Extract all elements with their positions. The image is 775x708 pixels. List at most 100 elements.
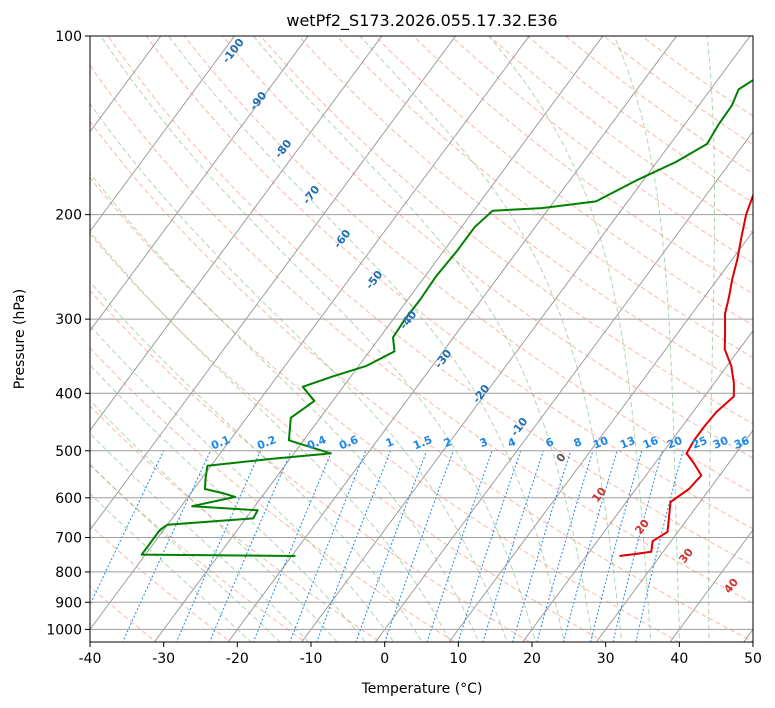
isotherm-line	[448, 230, 753, 642]
x-tick-label: 50	[744, 651, 762, 667]
dry-adiabat-line	[90, 347, 456, 642]
y-tick-label: 600	[55, 491, 82, 507]
y-tick-label: 700	[55, 531, 82, 547]
isotherm-line	[374, 130, 753, 642]
moist-adiabat-line	[706, 36, 715, 642]
dry-adiabat-line	[90, 464, 307, 642]
isotherm-line	[301, 36, 751, 642]
moist-adiabat-line	[90, 463, 281, 642]
mixing-ratio-label: 1.5	[411, 433, 434, 452]
y-tick-label: 800	[55, 565, 82, 581]
moist-adiabat-line	[90, 324, 395, 642]
dry-adiabat-line	[336, 36, 753, 359]
mixing-ratio-label: 16	[641, 434, 660, 452]
mixing-ratio-label: 25	[690, 434, 709, 452]
isotherm-label: -60	[331, 227, 354, 251]
moist-adiabat-line	[90, 492, 252, 642]
moist-adiabat-line	[90, 399, 338, 642]
y-axis-label: Pressure (hPa)	[12, 289, 28, 389]
isotherm-line	[595, 429, 753, 642]
dry-adiabat-line	[488, 36, 753, 234]
mixing-ratio-label: 0.2	[255, 433, 278, 452]
mixing-ratio-line	[457, 450, 522, 642]
y-tick-label: 1000	[46, 622, 82, 638]
isotherm-label: -30	[432, 347, 455, 371]
moist-adiabat-line	[253, 36, 594, 642]
x-tick-label: -20	[226, 651, 249, 667]
mixing-ratio-label: 0.4	[305, 433, 328, 452]
y-tick-label: 500	[55, 444, 82, 460]
x-tick-label: -40	[79, 651, 102, 667]
dry-adiabat-line	[145, 36, 753, 530]
dry-adiabat-line	[90, 585, 157, 642]
dry-adiabat-line	[90, 176, 680, 642]
mixing-ratio-line	[122, 450, 212, 642]
moist-adiabat-line	[100, 36, 537, 642]
x-axis-label: Temperature (°C)	[361, 681, 483, 697]
dry-adiabat-line	[526, 36, 753, 204]
y-tick-label: 200	[55, 208, 82, 224]
moist-adiabat-line	[90, 172, 480, 642]
dry-adiabat-line	[90, 289, 531, 642]
mixing-ratio-line	[482, 450, 544, 642]
moist-adiabat-line	[90, 364, 367, 642]
mixing-ratio-line	[590, 450, 643, 642]
dry-adiabat-line	[90, 524, 232, 642]
y-tick-label: 900	[55, 595, 82, 611]
mixing-ratio-label: 8	[572, 435, 584, 450]
dry-adiabat-line	[107, 36, 753, 567]
y-axis-ticks: 100 200 300 400 500 600 700 800 900 1000	[46, 29, 90, 638]
isotherm-line	[669, 529, 753, 642]
dry-adiabat-line	[259, 36, 753, 425]
mixing-ratio-label: 20	[665, 434, 684, 452]
mixing-ratio-line	[612, 450, 663, 642]
x-tick-label: 20	[523, 651, 541, 667]
mixing-ratio-line	[209, 450, 292, 642]
x-tick-label: -10	[300, 651, 323, 667]
temperature-series-line	[619, 192, 753, 557]
isotherm-label: -70	[300, 183, 323, 207]
sounding-profiles	[140, 79, 753, 557]
isotherm-label: -20	[470, 382, 493, 406]
isotherm-line	[90, 36, 383, 432]
y-tick-label: 100	[55, 29, 82, 45]
x-tick-label: 30	[597, 651, 615, 667]
mixing-ratio-label: 36	[732, 434, 751, 452]
mixing-ratio-label: 0.6	[337, 433, 360, 452]
moist-adiabat-line	[90, 103, 508, 642]
mixing-ratio-label: 0.1	[209, 433, 232, 452]
isotherm-label: 40	[721, 576, 741, 596]
x-tick-label: -30	[152, 651, 175, 667]
moist-adiabat-line	[359, 36, 623, 642]
dry-adiabat-line	[298, 36, 753, 391]
isotherm-label: 20	[632, 517, 652, 537]
dry-adiabat-line	[90, 64, 753, 604]
mixing-ratio-label: 6	[544, 435, 556, 450]
chart-title: wetPf2_S173.2026.055.17.32.E36	[286, 11, 557, 31]
isotherm-line	[90, 36, 309, 332]
mixing-ratio-label: 1	[384, 435, 396, 450]
mixing-ratio-label: 3	[478, 435, 490, 450]
isotherm-line	[90, 36, 457, 531]
dry-adiabat-line	[90, 233, 606, 642]
isotherm-line	[227, 36, 678, 642]
isotherm-line	[522, 329, 753, 642]
mixing-ratio-line	[384, 450, 454, 642]
isotherm-line	[90, 36, 162, 133]
x-axis-ticks: -40 -30 -20 -10 0 10 20 30 40 50	[79, 642, 762, 667]
mixing-ratio-label: 2	[442, 435, 454, 450]
dewpoint-series-line	[140, 79, 753, 557]
dry-adiabat-line	[90, 405, 382, 642]
plot-frame	[89, 35, 754, 643]
background-lines	[90, 36, 753, 642]
y-tick-label: 300	[55, 312, 82, 328]
x-tick-label: 10	[449, 651, 467, 667]
isotherm-line	[153, 36, 604, 642]
moist-adiabat-line	[90, 230, 451, 642]
isotherm-line	[90, 36, 530, 631]
mixing-ratio-line	[289, 450, 367, 642]
mixing-ratio-line	[316, 450, 391, 642]
x-tick-label: 40	[670, 651, 688, 667]
mixing-ratio-label: 13	[618, 434, 637, 452]
